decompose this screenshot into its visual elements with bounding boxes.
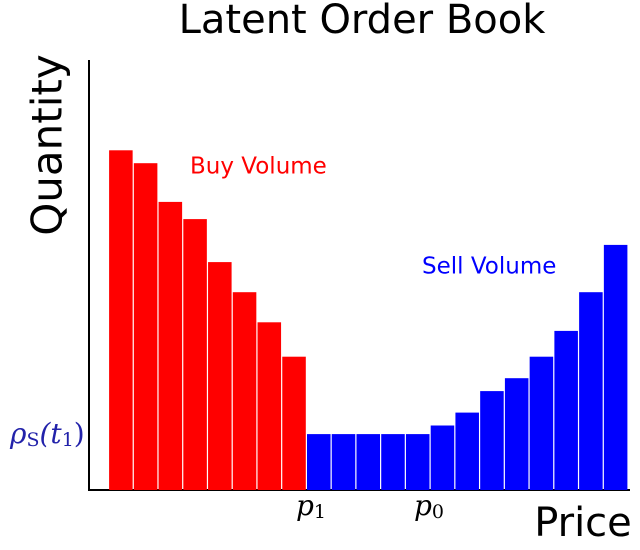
bar <box>282 356 306 490</box>
bar <box>455 412 479 490</box>
bar <box>430 425 455 490</box>
annotation-part: ) <box>74 417 85 450</box>
bar <box>183 219 207 490</box>
bar <box>603 244 628 490</box>
bar <box>480 391 504 490</box>
bar <box>109 150 133 491</box>
bar <box>381 434 405 490</box>
annotation: p1 <box>296 489 326 524</box>
bar <box>529 356 554 490</box>
bar <box>579 292 603 490</box>
annotation-part: 1 <box>314 501 326 523</box>
bar <box>554 330 578 490</box>
annotation-part: (t <box>40 417 63 450</box>
bar <box>158 201 183 490</box>
annotation-part: 1 <box>62 429 74 451</box>
bar <box>331 434 356 490</box>
bar <box>504 378 529 490</box>
annotation-part: S <box>26 429 39 451</box>
bar <box>307 434 331 490</box>
annotation: p0 <box>414 489 444 524</box>
bar <box>133 163 158 490</box>
annotation-part: p <box>296 489 314 522</box>
bar <box>257 322 282 490</box>
legend-label: Buy Volume <box>190 154 327 180</box>
y-axis-label: Quantity <box>23 54 72 236</box>
bar <box>356 434 381 490</box>
bar <box>232 292 257 490</box>
bar <box>208 262 232 490</box>
bar <box>405 434 430 490</box>
annotation-part: ρ <box>9 417 27 450</box>
annotation: ρS(t1) <box>9 417 85 452</box>
chart-title: Latent Order Book <box>179 0 547 43</box>
legend-label: Sell Volume <box>422 254 556 280</box>
annotation-part: 0 <box>432 501 444 523</box>
annotation-part: p <box>414 489 432 522</box>
x-axis-label: Price <box>534 500 632 546</box>
